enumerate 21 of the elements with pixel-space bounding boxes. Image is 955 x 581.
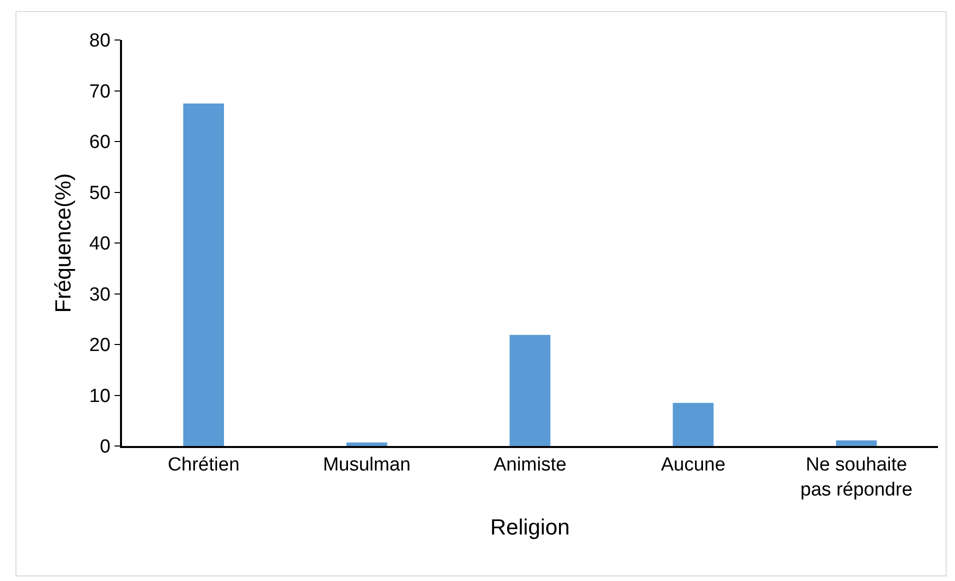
y-tick-label: 50 — [89, 182, 110, 204]
x-tick-label: Musulman — [322, 454, 411, 476]
y-tick-label: 20 — [89, 335, 110, 356]
y-tick-label: 0 — [100, 436, 110, 458]
bar — [510, 334, 550, 446]
y-tick-label: 10 — [89, 386, 110, 407]
bar — [346, 442, 388, 446]
x-tick-label: Ne souhaite pas répondre — [800, 454, 912, 500]
x-tick-label: Aucune — [660, 454, 726, 476]
bar — [836, 440, 877, 446]
y-tick-label: 30 — [89, 284, 110, 306]
y-tick-label: 70 — [89, 81, 110, 102]
y-axis-title: Fréquence(%) — [50, 173, 76, 313]
x-tick-label: Animiste — [494, 454, 566, 476]
y-tick-label: 60 — [89, 132, 110, 154]
bar — [183, 103, 224, 446]
x-tick-label: Chrétien — [168, 454, 240, 476]
x-axis-title: Religion — [490, 514, 570, 540]
y-tick-label: 40 — [89, 234, 110, 255]
bar — [672, 402, 714, 446]
y-tick-label: 80 — [89, 30, 110, 52]
